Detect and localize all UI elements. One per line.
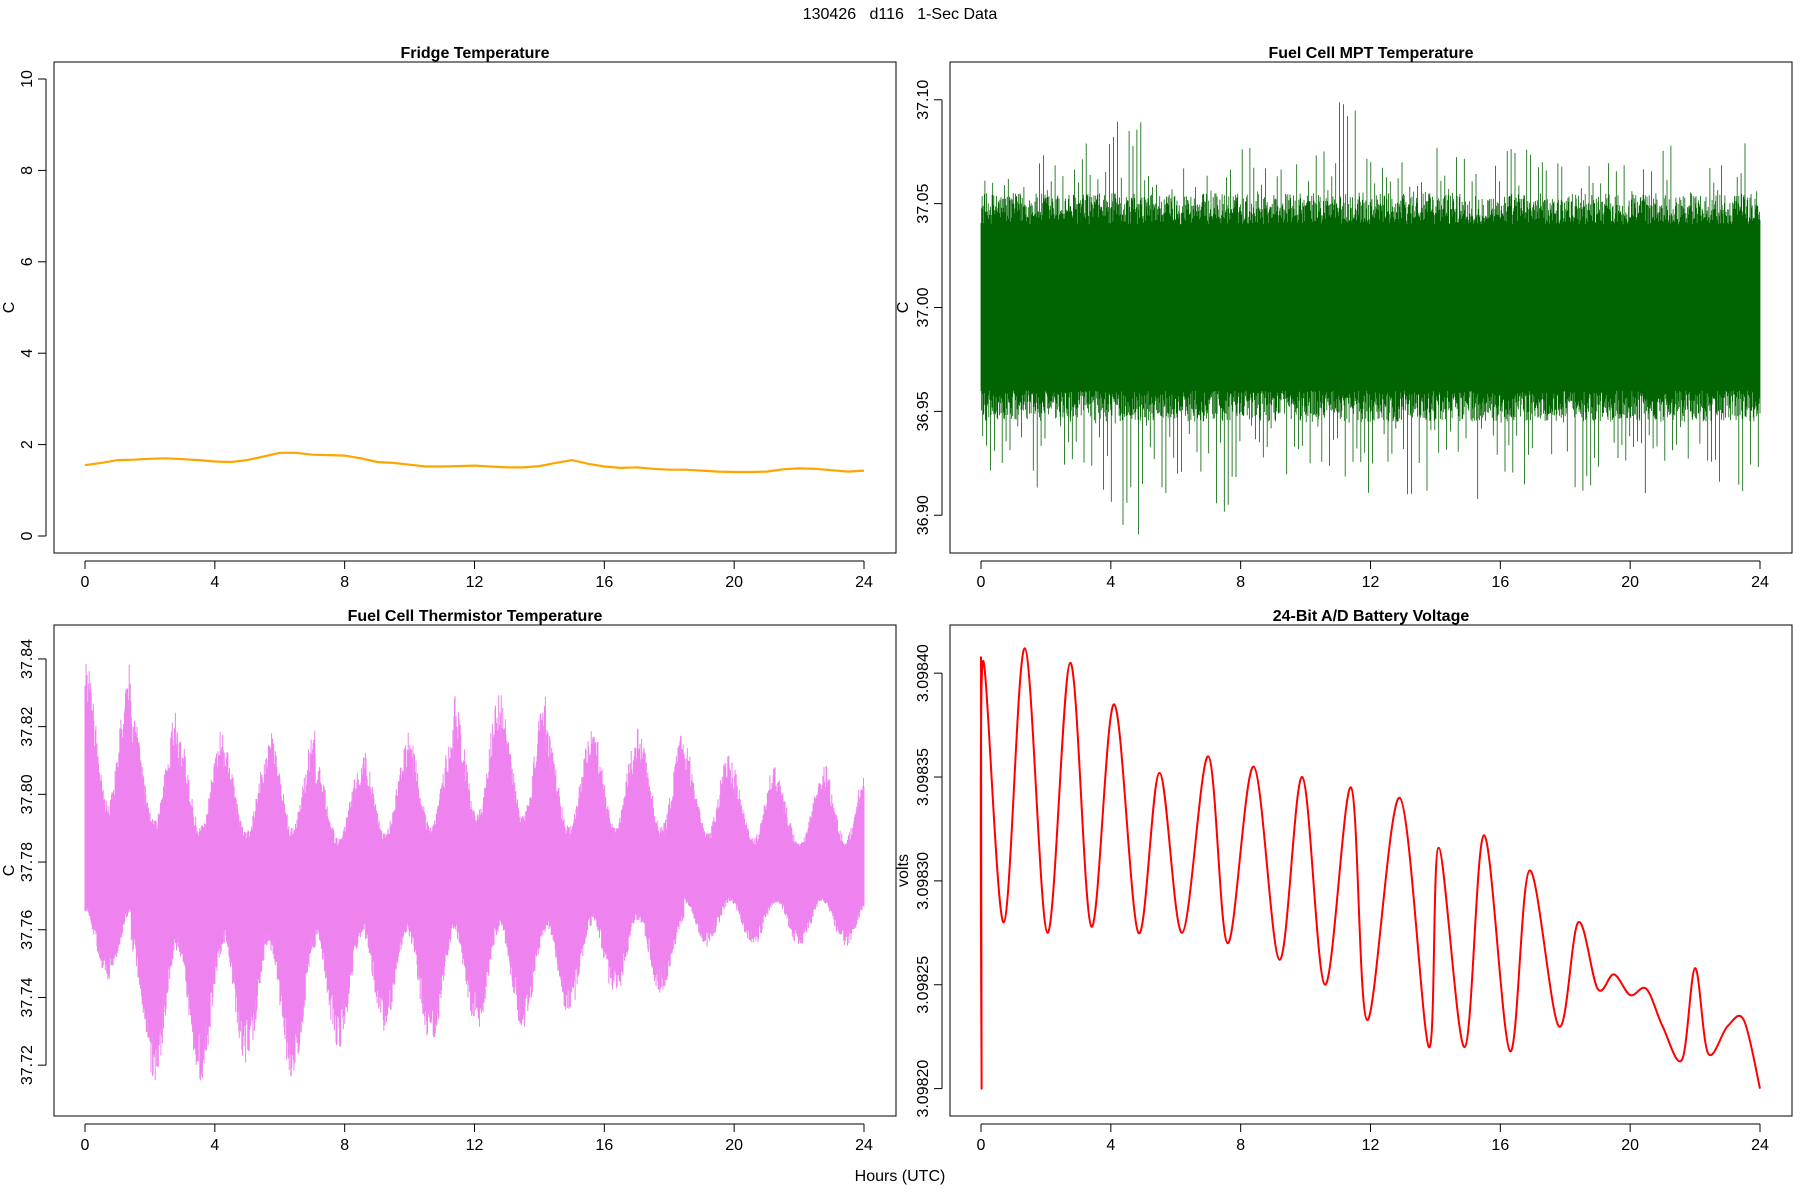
y-tick-label: 8 — [19, 166, 36, 175]
series-line — [979, 647, 1761, 1090]
x-tick-label: 8 — [1236, 1137, 1245, 1154]
panel-title: Fuel Cell Thermistor Temperature — [348, 608, 603, 625]
x-tick-label: 4 — [210, 1137, 219, 1154]
x-tick-label: 16 — [1491, 574, 1509, 591]
y-tick-label: 0 — [19, 531, 36, 540]
y-tick-label: 36.90 — [915, 495, 932, 535]
x-tick-label: 20 — [1621, 574, 1639, 591]
series-line — [84, 451, 865, 474]
figure-title: 130426 d116 1-Sec Data — [802, 6, 998, 23]
x-tick-label: 12 — [1362, 1137, 1380, 1154]
x-tick-label: 20 — [1621, 1137, 1639, 1154]
x-tick-label: 8 — [1236, 574, 1245, 591]
panel-title: 24-Bit A/D Battery Voltage — [1273, 608, 1470, 625]
y-tick-label: 37.76 — [19, 910, 36, 950]
x-tick-label: 4 — [1106, 574, 1115, 591]
x-tick-label: 12 — [466, 574, 484, 591]
x-tick-label: 12 — [1362, 574, 1380, 591]
panel-frame — [949, 624, 1793, 1117]
y-tick-label: 37.82 — [19, 707, 36, 747]
x-tick-label: 24 — [855, 574, 873, 591]
x-tick-label: 12 — [466, 1137, 484, 1154]
panel-title: Fridge Temperature — [400, 45, 549, 62]
y-tick-label: 3.09840 — [915, 644, 932, 702]
x-tick-label: 8 — [340, 1137, 349, 1154]
y-tick-label: 3.09835 — [915, 748, 932, 806]
series-noise-lines — [84, 663, 865, 1081]
y-tick-label: 37.10 — [915, 80, 932, 120]
y-tick-label: 37.78 — [19, 842, 36, 882]
y-axis-label: C — [895, 302, 912, 314]
series-band — [981, 224, 1760, 391]
panel-title: Fuel Cell MPT Temperature — [1268, 45, 1473, 62]
y-tick-label: 37.05 — [915, 184, 932, 224]
panel-frame — [53, 61, 897, 554]
panel-2: Fuel Cell MPT Temperature 0 4 8 12 16 20 24 36.9… — [895, 45, 1793, 591]
panel-frame — [53, 624, 897, 1117]
y-tick-label: 37.00 — [915, 287, 932, 327]
x-tick-label: 16 — [595, 574, 613, 591]
x-tick-label: 16 — [1491, 1137, 1509, 1154]
y-tick-label: 3.09820 — [915, 1060, 932, 1118]
y-tick-label: 3.09830 — [915, 852, 932, 910]
x-tick-label: 20 — [725, 574, 743, 591]
panel-4: 24-Bit A/D Battery Voltage 0 4 8 12 16 20 24 3.0… — [895, 608, 1793, 1154]
x-tick-label: 24 — [855, 1137, 873, 1154]
x-tick-label: 20 — [725, 1137, 743, 1154]
y-axis-label: volts — [895, 854, 912, 887]
y-tick-label: 37.84 — [19, 639, 36, 679]
y-tick-label: 36.95 — [915, 391, 932, 431]
panel-frame — [949, 61, 1793, 554]
x-tick-label: 0 — [977, 1137, 986, 1154]
x-tick-label: 16 — [595, 1137, 613, 1154]
x-tick-label: 0 — [81, 574, 90, 591]
x-tick-label: 0 — [81, 1137, 90, 1154]
x-tick-label: 24 — [1751, 574, 1769, 591]
y-tick-label: 3.09825 — [915, 956, 932, 1014]
y-axis-label: C — [1, 302, 18, 314]
x-tick-label: 0 — [977, 574, 986, 591]
x-tick-label: 24 — [1751, 1137, 1769, 1154]
shared-x-axis-title: Hours (UTC) — [854, 1168, 946, 1185]
x-tick-label: 8 — [340, 574, 349, 591]
y-tick-label: 37.80 — [19, 774, 36, 814]
y-tick-label: 4 — [19, 349, 36, 358]
panel-3: Fuel Cell Thermistor Temperature 0 4 8 12 16 2… — [1, 608, 897, 1154]
x-tick-label: 4 — [1106, 1137, 1115, 1154]
y-tick-label: 6 — [19, 257, 36, 266]
x-tick-label: 4 — [210, 574, 219, 591]
y-tick-label: 37.74 — [19, 977, 36, 1017]
y-tick-label: 2 — [19, 440, 36, 449]
y-tick-label: 10 — [19, 70, 36, 88]
y-axis-label: C — [1, 865, 18, 877]
y-tick-label: 37.72 — [19, 1045, 36, 1085]
